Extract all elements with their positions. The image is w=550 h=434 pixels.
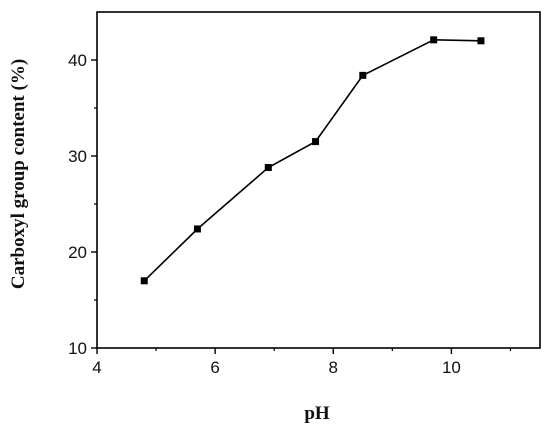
- data-point: [312, 138, 320, 146]
- x-tick-label: 10: [442, 358, 461, 377]
- axis-ticks: 4 6 8 10 10 20 30 40: [68, 51, 512, 377]
- data-series: [140, 36, 485, 285]
- x-tick-label: 8: [329, 358, 338, 377]
- y-axis-title: Carboxyl group content (%): [8, 59, 29, 289]
- data-point: [477, 37, 485, 45]
- series-line: [143, 38, 481, 282]
- data-point: [430, 36, 438, 44]
- y-tick-label: 30: [68, 147, 87, 166]
- data-point: [193, 225, 201, 233]
- data-point: [264, 164, 272, 172]
- y-tick-label: 10: [68, 339, 87, 358]
- data-point: [359, 71, 367, 79]
- y-tick-label: 20: [68, 243, 87, 262]
- plot-area: [96, 11, 541, 349]
- x-tick-label: 4: [92, 358, 101, 377]
- plot-border: [96, 11, 541, 349]
- x-tick-label: 6: [210, 358, 219, 377]
- x-axis-title: pH: [304, 403, 330, 424]
- data-point: [140, 277, 148, 285]
- y-tick-label: 40: [68, 51, 87, 70]
